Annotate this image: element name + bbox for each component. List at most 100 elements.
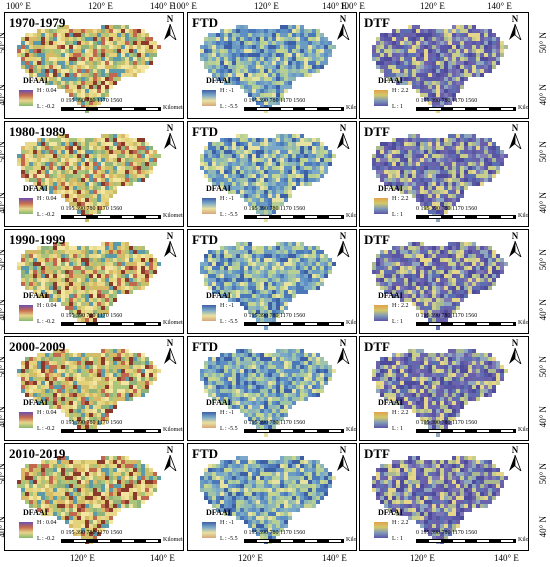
raster-cell — [440, 41, 444, 45]
raster-cell — [416, 134, 420, 138]
raster-cell — [89, 162, 93, 166]
raster-cell — [248, 146, 252, 150]
raster-cell — [276, 85, 280, 89]
raster-cell — [224, 266, 228, 270]
raster-cell — [384, 53, 388, 57]
raster-cell — [89, 198, 93, 202]
raster-cell — [428, 278, 432, 282]
raster-cell — [280, 134, 284, 138]
raster-cell — [272, 150, 276, 154]
raster-cell — [232, 270, 236, 274]
raster-cell — [396, 57, 400, 61]
raster-cell — [45, 373, 49, 377]
raster-cell — [57, 69, 61, 73]
raster-cell — [212, 357, 216, 361]
raster-cell — [404, 41, 408, 45]
raster-cell — [276, 246, 280, 250]
raster-cell — [93, 425, 97, 429]
raster-cell — [240, 81, 244, 85]
raster-cell — [456, 69, 460, 73]
raster-cell — [73, 373, 77, 377]
raster-cell — [117, 377, 121, 381]
raster-cell — [105, 138, 109, 142]
raster-cell — [89, 61, 93, 65]
raster-cell — [101, 25, 105, 29]
raster-cell — [45, 174, 49, 178]
raster-cell — [388, 270, 392, 274]
raster-cell — [73, 246, 77, 250]
raster-cell — [256, 178, 260, 182]
raster-cell — [240, 302, 244, 306]
raster-cell — [376, 170, 380, 174]
raster-cell — [424, 85, 428, 89]
raster-cell — [73, 286, 77, 290]
raster-cell — [304, 57, 308, 61]
raster-cell — [37, 53, 41, 57]
raster-cell — [232, 77, 236, 81]
raster-cell — [424, 45, 428, 49]
raster-cell — [21, 170, 25, 174]
raster-cell — [101, 413, 105, 417]
raster-cell — [49, 393, 53, 397]
raster-cell — [137, 33, 141, 37]
raster-cell — [260, 182, 264, 186]
raster-cell — [436, 266, 440, 270]
raster-cell — [220, 154, 224, 158]
raster-cell — [109, 138, 113, 142]
raster-cell — [312, 150, 316, 154]
raster-cell — [232, 182, 236, 186]
raster-cell — [448, 73, 452, 77]
raster-cell — [264, 85, 268, 89]
raster-cell — [488, 69, 492, 73]
raster-cell — [464, 282, 468, 286]
raster-cell — [452, 262, 456, 266]
raster-cell — [49, 150, 53, 154]
raster-cell — [400, 266, 404, 270]
raster-cell — [85, 29, 89, 33]
raster-cell — [105, 53, 109, 57]
raster-cell — [125, 37, 129, 41]
raster-cell — [276, 254, 280, 258]
raster-cell — [85, 57, 89, 61]
raster-cell — [53, 385, 57, 389]
raster-cell — [228, 278, 232, 282]
raster-cell — [248, 69, 252, 73]
raster-cell — [288, 146, 292, 150]
raster-cell — [73, 69, 77, 73]
raster-cell — [304, 178, 308, 182]
raster-cell — [25, 178, 29, 182]
raster-cell — [428, 49, 432, 53]
raster-cell — [49, 381, 53, 385]
raster-cell — [488, 250, 492, 254]
raster-cell — [252, 306, 256, 310]
raster-cell — [236, 274, 240, 278]
raster-cell — [276, 258, 280, 262]
raster-cell — [61, 401, 65, 405]
raster-cell — [456, 150, 460, 154]
raster-cell — [248, 250, 252, 254]
raster-cell — [85, 365, 89, 369]
raster-cell — [404, 73, 408, 77]
raster-cell — [77, 77, 81, 81]
raster-cell — [248, 150, 252, 154]
raster-cell — [452, 45, 456, 49]
raster-cell — [220, 286, 224, 290]
raster-cell — [404, 246, 408, 250]
raster-cell — [81, 45, 85, 49]
raster-cell — [145, 154, 149, 158]
raster-cell — [292, 294, 296, 298]
raster-cell — [93, 254, 97, 258]
raster-cell — [228, 154, 232, 158]
raster-cell — [129, 49, 133, 53]
raster-cell — [244, 69, 248, 73]
raster-cell — [200, 369, 204, 373]
raster-cell — [380, 262, 384, 266]
raster-cell — [133, 258, 137, 262]
raster-cell — [492, 150, 496, 154]
raster-cell — [101, 365, 105, 369]
raster-cell — [69, 69, 73, 73]
raster-cell — [69, 246, 73, 250]
raster-cell — [244, 302, 248, 306]
raster-cell — [296, 250, 300, 254]
raster-cell — [49, 369, 53, 373]
